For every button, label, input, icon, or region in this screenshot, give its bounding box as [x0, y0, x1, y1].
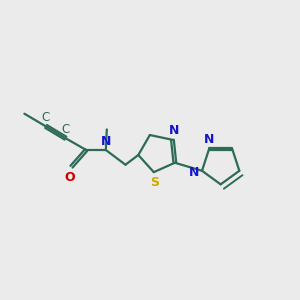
Text: O: O	[64, 171, 75, 184]
Text: N: N	[204, 134, 214, 146]
Text: N: N	[169, 124, 180, 137]
Text: N: N	[100, 134, 111, 148]
Text: C: C	[61, 123, 70, 136]
Text: S: S	[150, 176, 159, 189]
Text: C: C	[42, 111, 50, 124]
Text: N: N	[189, 166, 199, 179]
